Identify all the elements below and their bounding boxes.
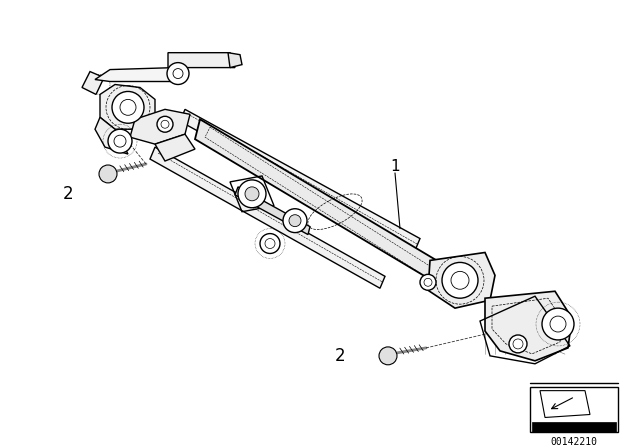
- Polygon shape: [100, 85, 155, 129]
- Polygon shape: [485, 291, 572, 361]
- Circle shape: [289, 215, 301, 227]
- Circle shape: [112, 91, 144, 123]
- Text: 2: 2: [335, 347, 346, 365]
- Text: 1: 1: [390, 159, 400, 174]
- Bar: [532, 422, 616, 432]
- Polygon shape: [150, 147, 385, 288]
- Polygon shape: [155, 134, 195, 161]
- Circle shape: [99, 165, 117, 183]
- Circle shape: [542, 308, 574, 340]
- Polygon shape: [168, 53, 235, 68]
- Circle shape: [509, 335, 527, 353]
- Circle shape: [108, 129, 132, 153]
- Circle shape: [379, 347, 397, 365]
- Bar: [530, 387, 618, 432]
- Circle shape: [238, 180, 266, 208]
- Polygon shape: [180, 109, 420, 250]
- Circle shape: [420, 274, 436, 290]
- Text: 2: 2: [63, 185, 74, 203]
- Polygon shape: [82, 72, 104, 95]
- Polygon shape: [228, 53, 242, 68]
- Polygon shape: [95, 117, 128, 154]
- Polygon shape: [130, 109, 190, 144]
- Polygon shape: [235, 187, 310, 235]
- Circle shape: [245, 187, 259, 201]
- Polygon shape: [428, 253, 495, 308]
- Circle shape: [260, 233, 280, 254]
- Text: 00142210: 00142210: [550, 437, 598, 448]
- Polygon shape: [95, 68, 185, 82]
- Circle shape: [167, 63, 189, 85]
- Polygon shape: [195, 119, 475, 303]
- Polygon shape: [540, 391, 590, 418]
- Circle shape: [157, 116, 173, 132]
- Circle shape: [283, 209, 307, 233]
- Circle shape: [442, 263, 478, 298]
